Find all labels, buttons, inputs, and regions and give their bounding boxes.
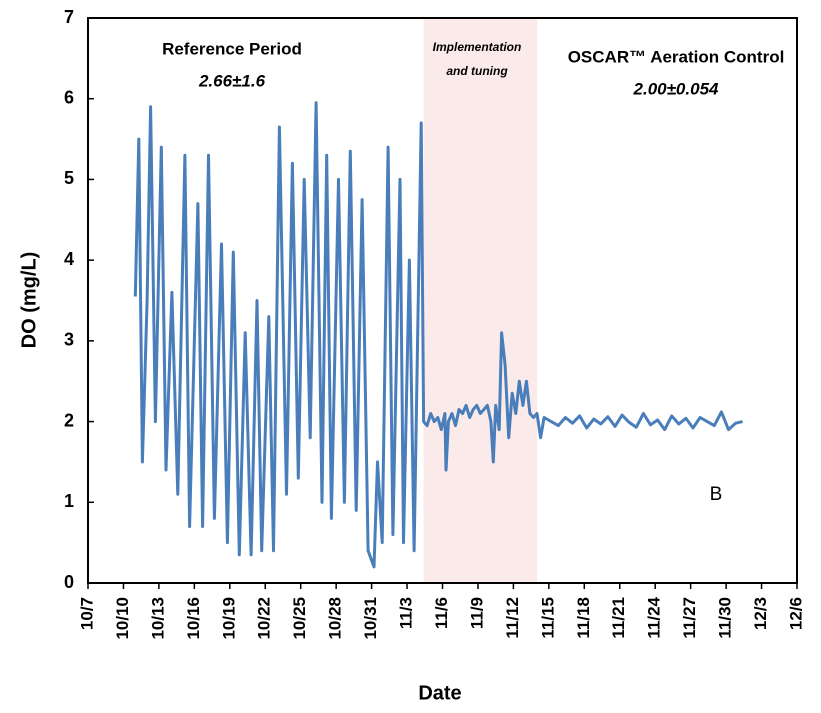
y-tick-label: 4 (64, 249, 74, 269)
x-tick-label: 10/10 (113, 597, 132, 640)
annotation: OSCAR™ Aeration Control (568, 47, 785, 66)
y-tick-label: 7 (64, 7, 74, 27)
annotation: 2.00±0.054 (633, 79, 720, 98)
annotation: 2.66±1.6 (198, 71, 266, 90)
x-tick-label: 10/16 (184, 597, 203, 640)
data-line (133, 101, 743, 569)
x-tick-label: 11/6 (432, 597, 451, 629)
x-tick-label: 11/12 (503, 597, 522, 639)
x-tick-label: 10/28 (326, 597, 345, 640)
x-tick-label: 11/18 (574, 597, 593, 639)
x-tick-label: 11/21 (609, 597, 628, 639)
x-tick-label: 10/25 (290, 597, 309, 640)
y-tick-label: 5 (64, 168, 74, 188)
y-tick-label: 0 (64, 572, 74, 592)
x-axis-label: Date (418, 682, 461, 704)
x-tick-label: 11/9 (467, 597, 486, 629)
x-tick-label: 10/19 (219, 597, 238, 640)
x-tick-label: 11/3 (397, 597, 416, 629)
y-tick-label: 6 (64, 87, 74, 107)
x-tick-label: 12/6 (786, 597, 805, 630)
annotation: B (710, 484, 723, 505)
x-tick-label: 10/22 (255, 597, 274, 640)
annotation: and tuning (446, 64, 508, 78)
x-tick-label: 11/15 (538, 597, 557, 639)
y-tick-label: 3 (64, 330, 74, 350)
x-tick-label: 11/30 (716, 597, 735, 639)
x-tick-label: 12/3 (751, 597, 770, 630)
y-tick-label: 1 (64, 491, 74, 511)
annotation: Reference Period (162, 39, 302, 58)
x-tick-label: 11/24 (645, 596, 664, 638)
y-tick-label: 2 (64, 410, 74, 430)
x-tick-label: 10/31 (361, 597, 380, 640)
y-axis-label: DO (mg/L) (18, 252, 40, 349)
x-tick-label: 10/7 (77, 597, 96, 630)
x-tick-label: 10/13 (148, 597, 167, 640)
highlight-band (423, 18, 538, 583)
annotation: Implementation (433, 40, 522, 54)
x-tick-label: 11/27 (680, 597, 699, 639)
